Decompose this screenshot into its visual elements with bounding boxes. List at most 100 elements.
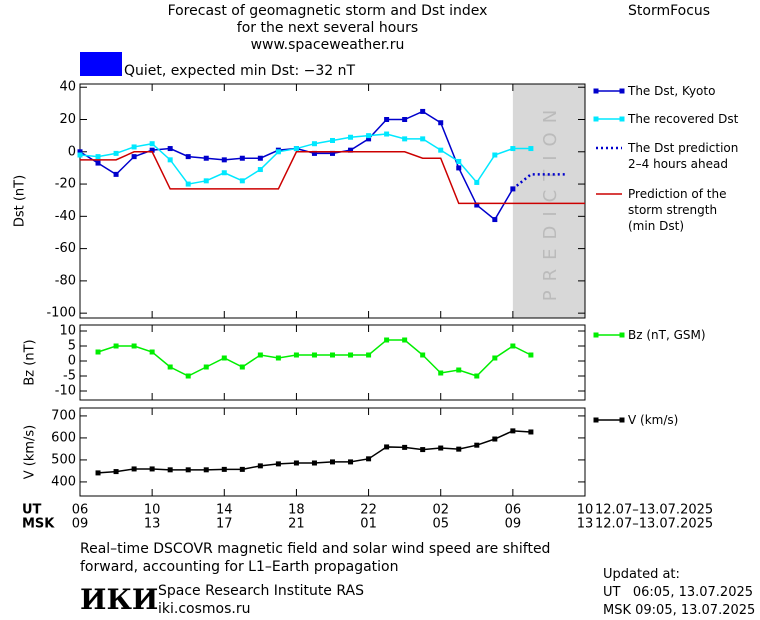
point — [402, 444, 408, 450]
y-tick-label: 0 — [68, 144, 76, 159]
logo: ИКИ — [80, 583, 159, 616]
point — [239, 178, 245, 184]
y-tick-label: -60 — [55, 241, 76, 256]
legend-marker — [619, 417, 625, 423]
point — [348, 134, 354, 140]
y-tick-label: 5 — [68, 339, 76, 354]
chart-title: Forecast of geomagnetic storm and Dst in… — [167, 3, 488, 53]
point — [203, 155, 209, 161]
point — [330, 352, 335, 358]
legend-marker — [593, 417, 599, 423]
point — [257, 463, 263, 469]
point — [77, 152, 83, 158]
point — [474, 179, 480, 185]
point — [420, 352, 426, 358]
point — [438, 445, 444, 451]
y-tick-label: 400 — [51, 474, 76, 489]
point — [510, 428, 516, 434]
point — [528, 146, 534, 152]
y-axis-title: Dst (nT) — [13, 175, 28, 227]
point — [402, 136, 408, 142]
legend-marker — [619, 116, 625, 122]
point — [384, 337, 390, 343]
point — [257, 155, 263, 161]
y-tick-label: 700 — [51, 408, 76, 423]
x-tick-label-msk: 09 — [505, 517, 522, 532]
point — [438, 370, 444, 376]
point — [366, 133, 372, 139]
status-box — [80, 52, 122, 76]
y-tick-label: 600 — [51, 430, 76, 445]
point — [528, 429, 534, 435]
point — [456, 158, 462, 164]
point — [149, 147, 155, 153]
ut-label: UT — [22, 503, 42, 518]
point — [492, 355, 498, 361]
x-tick-label-msk: 13 — [577, 517, 594, 532]
point — [185, 154, 191, 160]
point — [239, 364, 245, 370]
point — [474, 373, 480, 379]
point — [131, 466, 137, 472]
series-line — [79, 133, 531, 185]
point — [492, 436, 498, 442]
point — [384, 444, 390, 450]
point — [293, 352, 299, 358]
footer-note: Real–time DSCOVR magnetic field and sola… — [80, 541, 551, 575]
point — [456, 367, 462, 373]
point — [221, 355, 227, 361]
legend-marker — [593, 88, 599, 94]
point — [330, 150, 335, 156]
x-tick-label-msk: 17 — [216, 517, 233, 532]
point — [167, 364, 173, 370]
point — [203, 364, 209, 370]
y-tick-label: 0 — [68, 354, 76, 369]
point — [528, 352, 534, 358]
series-line — [512, 173, 567, 190]
y-tick-label: 40 — [59, 80, 76, 95]
point — [95, 349, 101, 355]
point — [311, 352, 317, 358]
point — [492, 152, 498, 158]
point — [293, 146, 299, 152]
legend-marker — [619, 88, 625, 94]
point — [474, 202, 480, 208]
point — [257, 352, 263, 358]
x-tick-label-msk: 01 — [360, 517, 377, 532]
point — [366, 136, 372, 142]
point — [402, 337, 408, 343]
x-tick-label-msk: 09 — [72, 517, 89, 532]
point — [185, 181, 191, 187]
updated: Updated at: UT 06:05, 13.07.2025 MSK 09:… — [603, 567, 756, 618]
prediction-zone — [512, 84, 585, 318]
panel-frame — [79, 407, 586, 497]
point — [384, 131, 390, 137]
point — [456, 446, 462, 452]
point — [510, 343, 516, 349]
point — [167, 467, 173, 473]
point — [149, 141, 155, 147]
point — [95, 154, 101, 160]
panel-frame — [79, 324, 586, 401]
x-tick-label-msk: 21 — [288, 517, 305, 532]
x-tick-label-msk: 05 — [432, 517, 449, 532]
legend-label: The Dst, Kyoto — [628, 84, 716, 98]
point — [348, 352, 354, 358]
point — [420, 136, 426, 142]
point — [95, 470, 101, 476]
point — [366, 352, 372, 358]
point — [113, 469, 119, 475]
x-tick-label: 02 — [432, 503, 449, 518]
point — [438, 147, 444, 153]
x-tick-label: 10 — [577, 503, 594, 518]
y-tick-label: -80 — [55, 273, 76, 288]
point — [257, 167, 263, 173]
y-axis-title: V (km/s) — [23, 425, 38, 480]
y-tick-label: 10 — [59, 324, 76, 339]
point — [293, 460, 299, 466]
point — [275, 355, 281, 361]
point — [348, 459, 354, 465]
point — [113, 343, 119, 349]
x-tick-label: 14 — [216, 503, 233, 518]
